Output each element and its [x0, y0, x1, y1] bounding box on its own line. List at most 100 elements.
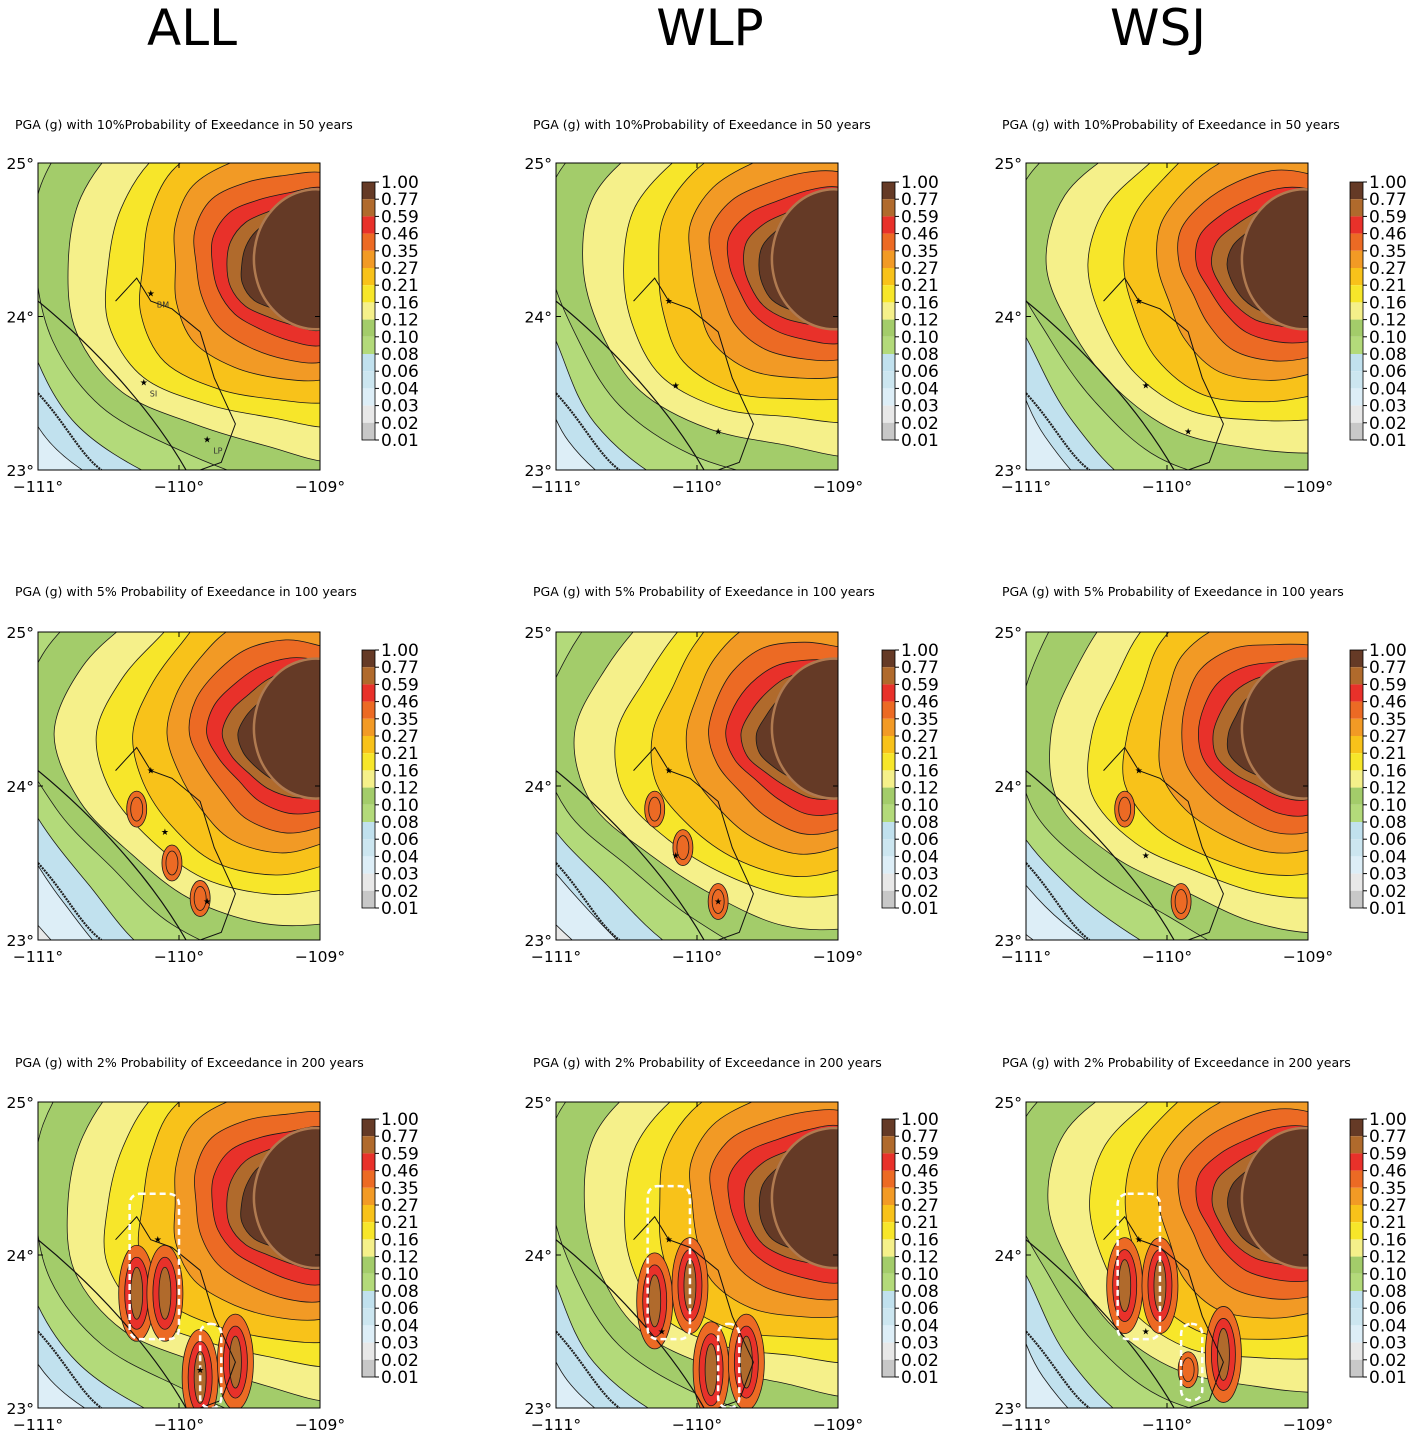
colorbar-band	[1350, 285, 1363, 303]
colorbar-label: 0.35	[901, 242, 939, 262]
colorbar-label: 1.00	[381, 1110, 419, 1130]
colorbar-band	[1350, 1222, 1363, 1240]
colorbar-band	[882, 250, 895, 268]
colorbar-label: 0.21	[381, 1213, 419, 1233]
y-tick-label: 23°	[525, 932, 552, 950]
colorbar-label: 0.35	[1369, 1179, 1407, 1199]
y-tick-label: 24°	[7, 1247, 34, 1265]
coastline	[1026, 1239, 1175, 1408]
colorbar-band	[362, 822, 375, 840]
colorbar-band	[362, 684, 375, 702]
site-marker: ★	[203, 898, 211, 908]
colorbar-band	[882, 285, 895, 303]
hazard-core	[770, 657, 838, 800]
colorbar-label: 0.21	[1369, 1213, 1407, 1233]
colorbar-label: 0.06	[1369, 830, 1407, 850]
offshore-fault	[38, 392, 103, 470]
colorbar-label: 0.21	[901, 744, 939, 764]
colorbar-label: 0.03	[1369, 865, 1407, 885]
x-tick-label: −109°	[813, 1416, 863, 1434]
colorbar-band	[1350, 736, 1363, 754]
colorbar-label: 0.27	[901, 1196, 939, 1216]
colorbar-band	[1350, 1136, 1363, 1154]
x-tick-label: −109°	[1283, 948, 1333, 966]
colorbar-band	[362, 804, 375, 822]
site-marker: ★	[672, 851, 680, 861]
colorbar-band	[882, 182, 895, 200]
dashed-source-zone	[1179, 1322, 1204, 1402]
y-tick-label: 25°	[995, 155, 1022, 173]
colorbar-label: 0.04	[901, 1316, 939, 1336]
dashed-source-zone	[646, 1184, 692, 1341]
site-marker: ★	[161, 828, 169, 838]
colorbar-label: 0.06	[381, 362, 419, 382]
colorbar-label: 0.10	[1369, 796, 1407, 816]
site-marker: ★	[140, 379, 148, 389]
site-marker: ★	[658, 1328, 666, 1338]
colorbar-label: 0.46	[901, 693, 939, 713]
colorbar-label: 0.01	[1369, 1368, 1407, 1388]
colorbar-band	[362, 873, 375, 891]
colorbar-band	[362, 405, 375, 423]
colorbar-label: 0.21	[1369, 276, 1407, 296]
colorbar-band	[882, 839, 895, 857]
y-tick-label: 24°	[995, 778, 1022, 796]
x-tick-label: −111°	[1001, 1416, 1051, 1434]
colorbar-band	[362, 354, 375, 372]
colorbar-label: 0.06	[1369, 362, 1407, 382]
colorbar-label: 0.59	[901, 675, 939, 695]
y-tick-label: 24°	[525, 1247, 552, 1265]
colorbar-label: 0.04	[381, 1316, 419, 1336]
colorbar-label: 0.08	[901, 345, 939, 365]
colorbar-label: 0.77	[381, 1127, 419, 1147]
colorbar-label: 0.35	[901, 1179, 939, 1199]
colorbar-band	[1350, 1291, 1363, 1309]
colorbar-label: 0.10	[901, 1265, 939, 1285]
colorbar-band	[1350, 1342, 1363, 1360]
colorbar-label: 0.77	[1369, 190, 1407, 210]
colorbar-band	[1350, 890, 1363, 908]
x-tick-label: −109°	[1283, 1416, 1333, 1434]
colorbar-band	[1350, 1239, 1363, 1257]
colorbar-label: 0.46	[901, 225, 939, 245]
hot-spot-core	[704, 1343, 718, 1397]
x-tick-label: −110°	[154, 1416, 204, 1434]
colorbar-label: 0.21	[901, 276, 939, 296]
colorbar-label: 0.08	[901, 813, 939, 833]
colorbar-band	[1350, 822, 1363, 840]
colorbar-band	[362, 302, 375, 320]
hot-spot-mid	[165, 850, 179, 876]
map-area: ★★	[556, 1102, 838, 1408]
x-tick-label: −109°	[295, 478, 345, 496]
map-area: ★★	[1026, 632, 1308, 940]
colorbar-band	[1350, 753, 1363, 771]
x-tick-label: −111°	[531, 1416, 581, 1434]
colorbar-band	[1350, 667, 1363, 685]
colorbar-label: 0.02	[901, 882, 939, 902]
colorbar-label: 0.04	[1369, 379, 1407, 399]
colorbar-label: 0.12	[901, 311, 939, 331]
map-panel: PGA (g) with 5% Probability of Exeedance…	[995, 584, 1407, 966]
colorbar-label: 1.00	[381, 641, 419, 661]
colorbar-label: 0.12	[1369, 1248, 1407, 1268]
colorbar-label: 0.03	[381, 865, 419, 885]
colorbar-band	[1350, 839, 1363, 857]
y-tick-label: 24°	[7, 778, 34, 796]
colorbar-label: 0.35	[1369, 242, 1407, 262]
colorbar-label: 0.77	[901, 190, 939, 210]
colorbar-band	[882, 1153, 895, 1171]
map-area: ★ ★ ★	[1026, 163, 1308, 470]
gulf-coastline	[115, 1215, 236, 1408]
colorbar-label: 1.00	[901, 173, 939, 193]
colorbar-band	[882, 216, 895, 234]
colorbar-label: 0.02	[1369, 882, 1407, 902]
colorbar-label: 0.21	[381, 744, 419, 764]
colorbar-band	[1350, 371, 1363, 389]
colorbar-band	[362, 1187, 375, 1205]
offshore-fault	[1026, 862, 1091, 940]
y-tick-label: 25°	[7, 155, 34, 173]
colorbar-band	[1350, 336, 1363, 354]
colorbar-label: 0.10	[381, 796, 419, 816]
colorbar-band	[1350, 268, 1363, 286]
colorbar-label: 0.35	[381, 710, 419, 730]
